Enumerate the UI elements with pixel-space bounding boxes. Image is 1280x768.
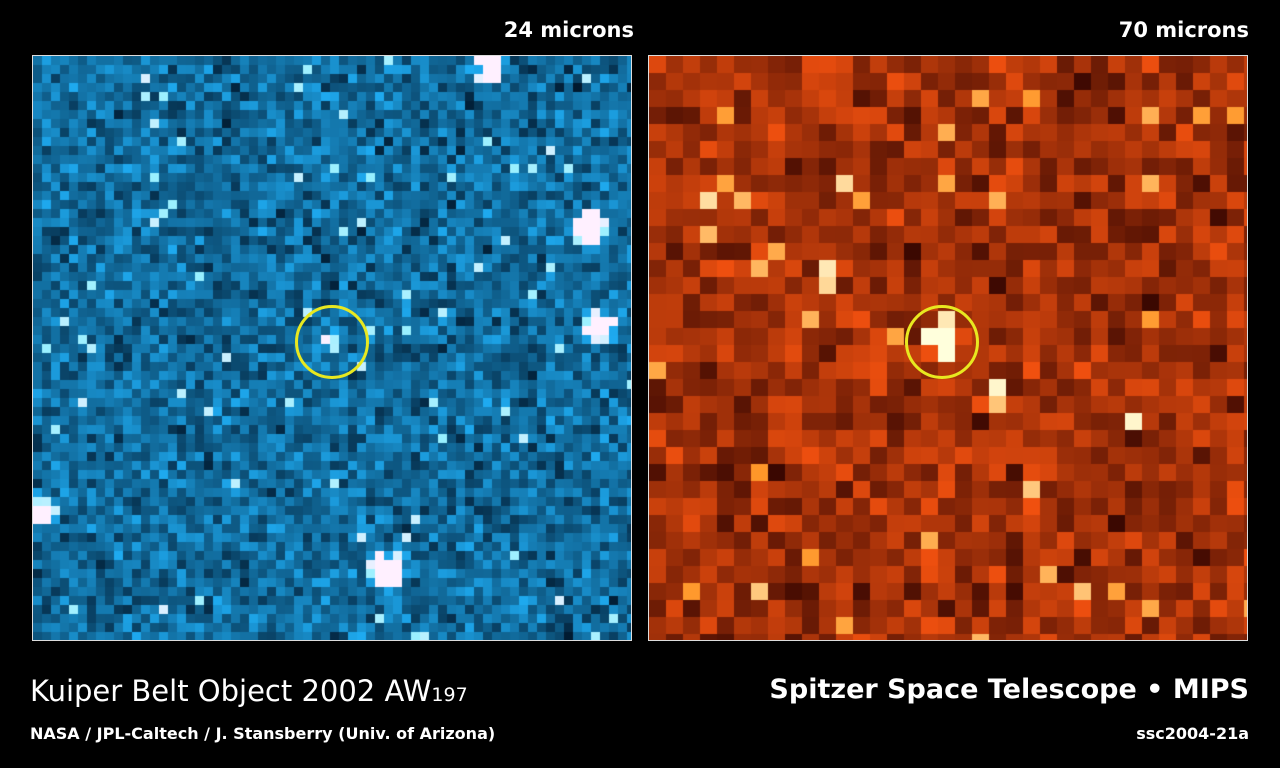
- target-marker-24: [295, 305, 369, 379]
- image-70-microns: [648, 55, 1248, 641]
- caption-instrument: Spitzer Space Telescope • MIPS: [769, 674, 1249, 705]
- caption-credit: NASA / JPL-Caltech / J. Stansberry (Univ…: [30, 724, 496, 743]
- caption-title: Kuiper Belt Object 2002 AW197: [30, 674, 468, 708]
- left-wavelength-label: 24 microns: [503, 18, 634, 42]
- image-24-microns: [32, 55, 632, 641]
- title-text: Kuiper Belt Object 2002 AW: [30, 674, 432, 708]
- target-marker-70: [905, 305, 979, 379]
- caption-image-id: ssc2004-21a: [1136, 724, 1249, 743]
- right-wavelength-label: 70 microns: [1118, 18, 1249, 42]
- title-subscript: 197: [431, 684, 468, 706]
